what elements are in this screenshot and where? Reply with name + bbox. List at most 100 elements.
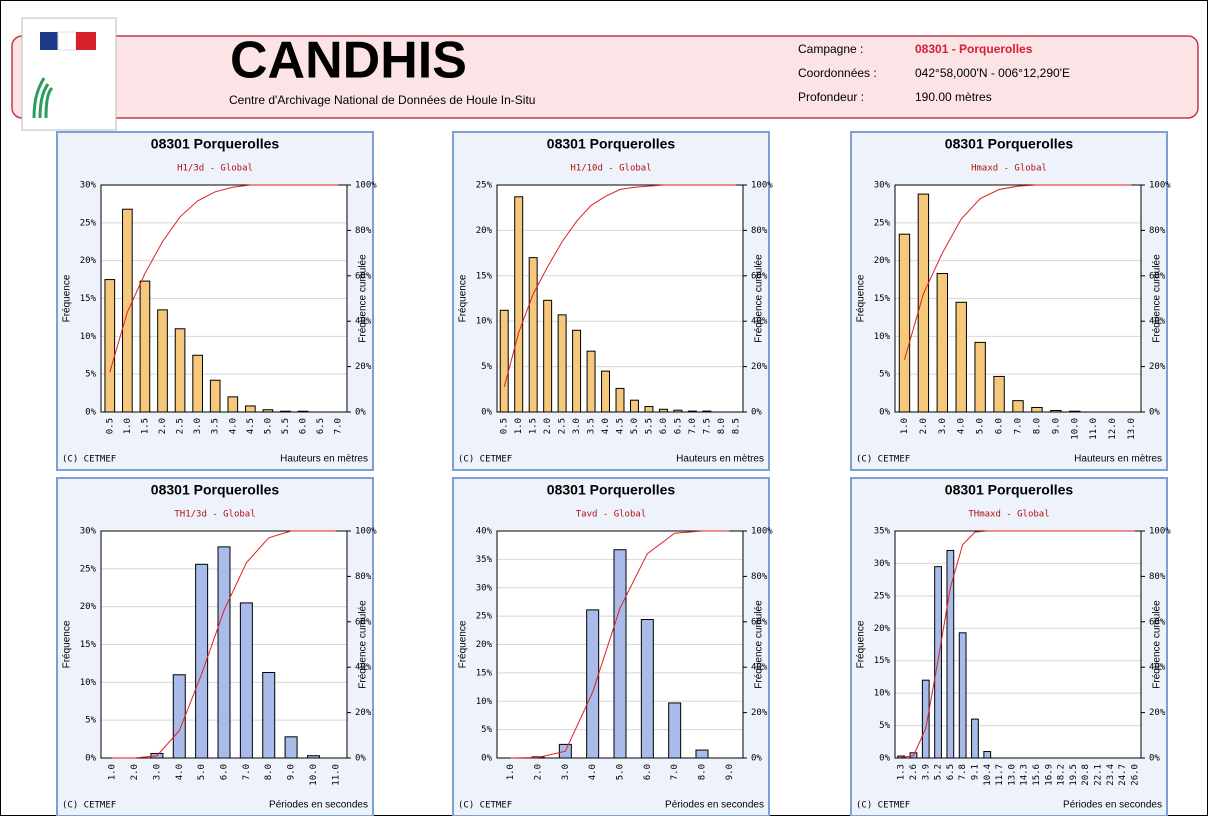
x-tick-label: 16.9 [1044, 764, 1054, 786]
y2-tick-label: 40% [751, 663, 768, 673]
x-tick-label: 1.5 [529, 418, 539, 434]
y2-axis-label: Fréquence cumulée [1152, 254, 1163, 343]
bar [195, 563, 209, 759]
x-tick-label: 5.0 [197, 764, 207, 780]
x-tick-label: 6.0 [299, 418, 309, 434]
x-tick-label: 15.6 [1032, 764, 1042, 786]
y-tick-label: 30% [874, 181, 891, 191]
y2-tick-label: 20% [1149, 708, 1166, 718]
bar [262, 671, 276, 759]
x-tick-label: 7.0 [688, 418, 698, 434]
cumulative-line [112, 530, 336, 759]
x-tick-label: 5.0 [616, 764, 626, 780]
x-tick-label: 7.0 [1014, 418, 1024, 434]
y-tick-label: 0% [879, 754, 890, 764]
x-tick-label: 20.8 [1081, 764, 1091, 786]
chart-panel: 08301 Porquerolles TH1/3d - Global 0% 5% 10%… [56, 477, 377, 817]
y2-tick-label: 20% [751, 362, 768, 372]
y2-tick-label: 40% [355, 663, 372, 673]
bar [668, 702, 682, 759]
copyright-note: (C) CETMEF [62, 801, 116, 811]
x-tick-label: 0.5 [105, 418, 115, 434]
logo-strokes [32, 77, 54, 119]
y2-tick-label: 40% [1149, 663, 1166, 673]
bar [601, 370, 611, 413]
x-tick-label: 13.0 [1007, 764, 1017, 786]
chart-title: 08301 Porquerolles [151, 482, 280, 498]
x-tick-label: 3.0 [561, 764, 571, 780]
x-tick-label: 6.0 [220, 764, 230, 780]
y2-tick-label: 80% [1149, 572, 1166, 582]
plot-bg [497, 185, 743, 412]
y-tick-label: 30% [874, 559, 891, 569]
chart-title: 08301 Porquerolles [547, 482, 676, 498]
x-tick-label: 19.5 [1069, 764, 1079, 786]
y2-tick-label: 100% [355, 527, 377, 537]
y2-tick-label: 60% [1149, 617, 1166, 627]
y-tick-label: 25% [476, 612, 493, 622]
header-band [11, 35, 1199, 119]
bar [687, 410, 697, 413]
x-tick-label: 4.0 [957, 418, 967, 434]
x-tick-label: 11.0 [331, 764, 341, 786]
bar [917, 193, 930, 413]
x-tick-label: 2.5 [176, 418, 186, 434]
x-axis-label: Hauteurs en mètres [280, 454, 368, 465]
bar [658, 408, 668, 413]
x-tick-label: 5.0 [976, 418, 986, 434]
bar [946, 549, 955, 759]
y-tick-label: 5% [481, 362, 492, 372]
x-tick-label: 4.5 [616, 418, 626, 434]
y2-tick-label: 80% [1149, 226, 1166, 236]
x-tick-label: 9.1 [970, 764, 980, 780]
x-tick-label: 6.0 [995, 418, 1005, 434]
x-tick-label: 1.0 [506, 764, 516, 780]
cumulative-line [510, 530, 730, 759]
y2-tick-label: 40% [1149, 317, 1166, 327]
bar [122, 208, 133, 413]
x-tick-label: 1.0 [123, 418, 133, 434]
y2-tick-label: 60% [355, 617, 372, 627]
y-tick-label: 25% [874, 218, 891, 228]
x-tick-label: 4.5 [246, 418, 256, 434]
copyright-note: (C) CETMEF [856, 801, 910, 811]
chart-subtitle: Hmaxd - Global [971, 164, 1047, 174]
bar [695, 749, 709, 759]
y2-tick-label: 60% [751, 617, 768, 627]
chart-panel: 08301 Porquerolles Tavd - Global 0% 5% 10% 15… [452, 477, 773, 817]
y2-tick-label: 0% [355, 408, 366, 418]
x-tick-label: 2.0 [534, 764, 544, 780]
chart-panel: 08301 Porquerolles H1/3d - Global 0% 5% 10% 1… [56, 131, 377, 471]
y-tick-label: 30% [80, 527, 97, 537]
x-tick-label: 2.6 [909, 764, 919, 780]
y-axis-label: Fréquence [458, 274, 469, 322]
y-tick-label: 25% [80, 218, 97, 228]
x-tick-label: 1.0 [900, 418, 910, 434]
x-tick-label: 2.0 [158, 418, 168, 434]
x-tick-label: 1.0 [108, 764, 118, 780]
bar [139, 280, 151, 413]
y-axis-label: Fréquence [458, 620, 469, 668]
y2-tick-label: 20% [751, 708, 768, 718]
site-title: CANDHIS [230, 32, 467, 90]
y-tick-label: 5% [879, 721, 890, 731]
x-tick-label: 22.1 [1093, 764, 1103, 786]
bar [104, 279, 116, 413]
x-tick-label: 8.0 [698, 764, 708, 780]
x-tick-label: 18.2 [1057, 764, 1067, 786]
x-tick-label: 7.0 [242, 764, 252, 780]
y2-tick-label: 60% [355, 271, 372, 281]
x-tick-label: 0.5 [500, 418, 510, 434]
y2-tick-label: 80% [751, 226, 768, 236]
y-axis-label: Fréquence [62, 274, 73, 322]
bar [557, 314, 567, 413]
x-tick-label: 9.0 [725, 764, 735, 780]
x-tick-label: 6.5 [316, 418, 326, 434]
chart-panel: 08301 Porquerolles THmaxd - Global 0% 5% 10%… [850, 477, 1171, 817]
bar [528, 257, 538, 413]
y-tick-label: 20% [80, 602, 97, 612]
info-label: Campagne : [798, 42, 863, 56]
chart-title: 08301 Porquerolles [151, 136, 280, 152]
y2-axis-label: Fréquence cumulée [754, 600, 765, 689]
chart-subtitle: H1/3d - Global [177, 164, 253, 174]
